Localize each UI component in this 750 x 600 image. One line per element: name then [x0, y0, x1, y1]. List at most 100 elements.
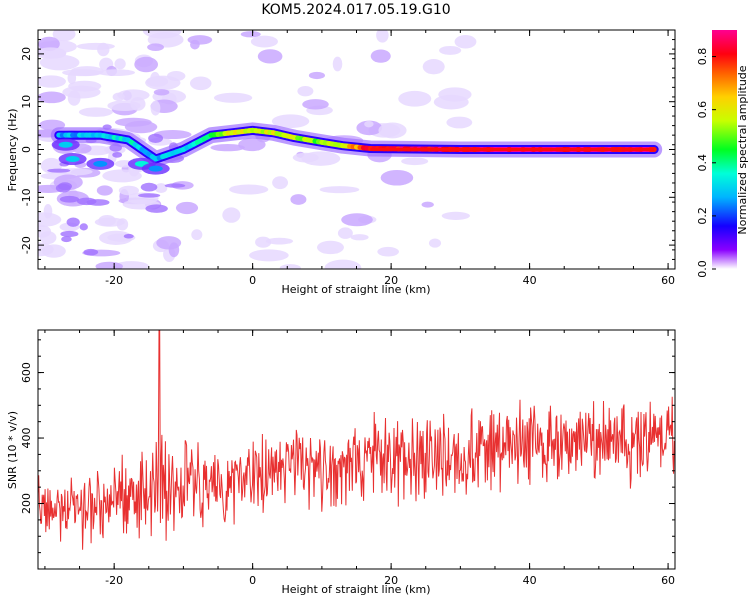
- noise-blob: [189, 76, 212, 91]
- noise-blob: [164, 183, 186, 188]
- noise-blob: [446, 116, 473, 129]
- noise-blob: [138, 193, 161, 198]
- spectrogram-xlabel: Height of straight line (km): [281, 283, 430, 296]
- noise-blob: [118, 185, 140, 196]
- noise-blob: [439, 45, 462, 55]
- noise-blob: [38, 225, 52, 238]
- noise-blob: [271, 114, 310, 129]
- x-tick-label: 0: [249, 274, 256, 287]
- x-tick-label: -20: [105, 274, 123, 287]
- colorbar-tick-label: 0.8: [696, 48, 709, 66]
- noise-blob: [210, 144, 245, 152]
- noise-blob: [76, 42, 115, 50]
- ridge-blob-core: [65, 156, 80, 163]
- noise-blob: [297, 85, 314, 97]
- colorbar-tick-label: 0.0: [696, 260, 709, 278]
- ridge-blob-core: [148, 165, 163, 172]
- noise-blob: [43, 204, 53, 219]
- x-tick-label: 20: [384, 574, 398, 587]
- noise-blob: [301, 151, 341, 166]
- noise-blob: [38, 75, 66, 88]
- noise-blob: [421, 201, 434, 208]
- noise-blob: [145, 204, 168, 213]
- noise-blob: [441, 211, 470, 220]
- noise-blob: [222, 207, 241, 223]
- noise-blob: [302, 99, 329, 110]
- snr-series-line: [38, 330, 675, 550]
- noise-blob: [124, 120, 158, 134]
- noise-blob: [39, 54, 80, 71]
- noise-blob: [324, 259, 362, 269]
- noise-blob: [319, 186, 360, 194]
- spectrogram-panel: -20 0 20 40 60 -20 -10 0 10 20 Height of straight…: [6, 29, 676, 296]
- y-tick-label: -10: [20, 188, 33, 206]
- noise-blob: [38, 36, 60, 52]
- noise-blob: [140, 182, 158, 192]
- noise-blob: [238, 138, 266, 152]
- noise-blob: [117, 89, 150, 101]
- noise-blob: [66, 217, 80, 227]
- noise-blob: [114, 58, 126, 70]
- noise-blob: [454, 35, 477, 49]
- snr-panel: -20 0 20 40 60 200 400 600 Height of straight l…: [6, 329, 676, 596]
- noise-blob: [257, 49, 283, 64]
- noise-blob: [79, 223, 88, 231]
- noise-blob: [153, 130, 192, 140]
- noise-blob: [94, 217, 125, 227]
- noise-blob: [123, 233, 134, 239]
- y-tick-label: 400: [20, 428, 33, 449]
- noise-blob: [401, 157, 429, 166]
- noise-blob: [433, 94, 469, 110]
- y-tick-label: 20: [20, 47, 33, 61]
- noise-blob: [134, 56, 159, 73]
- x-tick-label: -20: [105, 574, 123, 587]
- noise-blob: [341, 213, 373, 227]
- spectrogram-ylabel: Frequency (Hz): [6, 109, 19, 192]
- x-tick-label: 60: [661, 574, 675, 587]
- noise-blob: [148, 133, 164, 143]
- x-tick-label: 60: [661, 274, 675, 287]
- noise-blob: [168, 242, 180, 258]
- noise-blob: [250, 35, 278, 48]
- noise-blob: [57, 182, 73, 191]
- ridge-blob-core: [93, 160, 108, 167]
- x-tick-label: 20: [384, 274, 398, 287]
- y-tick-label: 0: [20, 146, 33, 153]
- noise-blob: [114, 261, 149, 269]
- noise-blob: [377, 246, 399, 257]
- snr-xlabel: Height of straight line (km): [281, 583, 430, 596]
- noise-blob: [229, 184, 269, 195]
- noise-blob: [213, 92, 253, 103]
- noise-blob: [356, 120, 383, 136]
- noise-blob: [146, 76, 169, 87]
- noise-blob: [147, 43, 164, 51]
- noise-blob: [191, 229, 203, 241]
- colorbar-tick-label: 0.6: [696, 101, 709, 119]
- noise-blob: [67, 90, 81, 106]
- noise-blob: [380, 169, 414, 186]
- noise-blob: [38, 91, 66, 104]
- noise-blob: [60, 230, 79, 238]
- x-tick-label: 0: [249, 574, 256, 587]
- noise-blob: [316, 240, 344, 255]
- noise-blob: [190, 39, 200, 50]
- noise-blob: [83, 248, 99, 256]
- noise-blob: [41, 244, 66, 258]
- y-tick-label: -20: [20, 236, 33, 254]
- noise-blob: [153, 89, 170, 96]
- noise-blob: [279, 264, 301, 269]
- noise-blob: [240, 31, 261, 38]
- noise-blob: [308, 71, 325, 80]
- noise-blob: [290, 194, 307, 205]
- noise-blob: [350, 234, 369, 241]
- noise-blob: [376, 30, 389, 43]
- noise-blob: [96, 185, 113, 196]
- noise-blob: [150, 100, 161, 116]
- noise-blob: [332, 56, 343, 72]
- noise-blob: [67, 71, 77, 85]
- noise-blob: [78, 107, 113, 117]
- colorbar: 0.0 0.2 0.4 0.6 0.8 Normalized spectral ampl…: [696, 30, 749, 278]
- noise-blob: [364, 120, 374, 128]
- noise-blob: [38, 212, 62, 227]
- x-tick-label: 40: [523, 274, 537, 287]
